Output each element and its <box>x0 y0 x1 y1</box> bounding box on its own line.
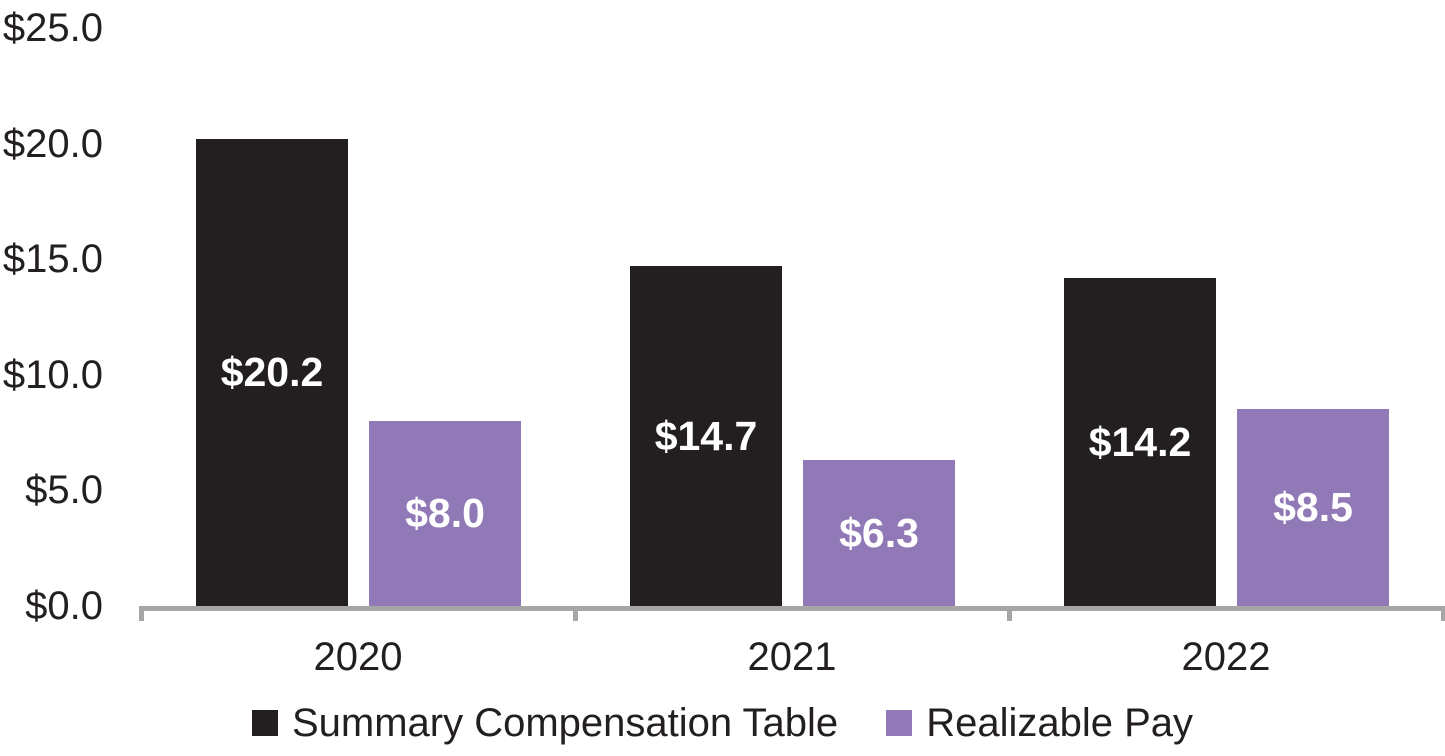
bar-value-label: $6.3 <box>839 509 919 556</box>
x-axis-tick <box>573 606 578 621</box>
bar-value-label: $14.7 <box>654 412 758 459</box>
x-axis-label-2020: 2020 <box>313 635 403 679</box>
legend-label: Summary Compensation Table <box>291 701 839 745</box>
y-axis-label: $15.0 <box>2 237 103 281</box>
x-axis-tick <box>1441 606 1445 621</box>
bar-value-label: $20.2 <box>220 349 324 395</box>
bar-value-label: $8.5 <box>1273 484 1353 530</box>
legend-swatch-icon <box>886 710 913 736</box>
x-axis-label-2022: 2022 <box>1181 635 1271 679</box>
legend: Summary Compensation Table Realizable Pay <box>0 697 1445 749</box>
y-axis-label: $25.0 <box>2 6 103 50</box>
y-axis-label: $5.0 <box>25 468 103 512</box>
y-axis-label: $10.0 <box>2 353 103 397</box>
x-axis-tick <box>139 606 144 621</box>
y-axis-label: $20.0 <box>2 122 103 166</box>
bar-value-label: $8.0 <box>405 490 485 536</box>
x-axis-tick <box>1007 606 1012 621</box>
bar-value-label: $14.2 <box>1088 418 1192 465</box>
bar-2022-summary-compensation-table: $14.2 <box>1064 278 1216 606</box>
x-axis-line <box>141 606 1443 611</box>
x-axis-label-2021: 2021 <box>747 635 837 679</box>
bar-2020-realizable-pay: $8.0 <box>369 421 521 606</box>
bar-2022-realizable-pay: $8.5 <box>1237 409 1389 606</box>
bar-2021-summary-compensation-table: $14.7 <box>630 266 782 606</box>
bar-2020-summary-compensation-table: $20.2 <box>196 139 348 606</box>
legend-swatch-icon <box>251 710 278 736</box>
y-axis-label: $0.0 <box>25 584 103 628</box>
legend-entry-summary-compensation-table: Summary Compensation Table <box>251 701 839 745</box>
bar-2021-realizable-pay: $6.3 <box>803 460 955 606</box>
legend-label: Realizable Pay <box>926 701 1194 745</box>
legend-entry-realizable-pay: Realizable Pay <box>886 703 1193 743</box>
